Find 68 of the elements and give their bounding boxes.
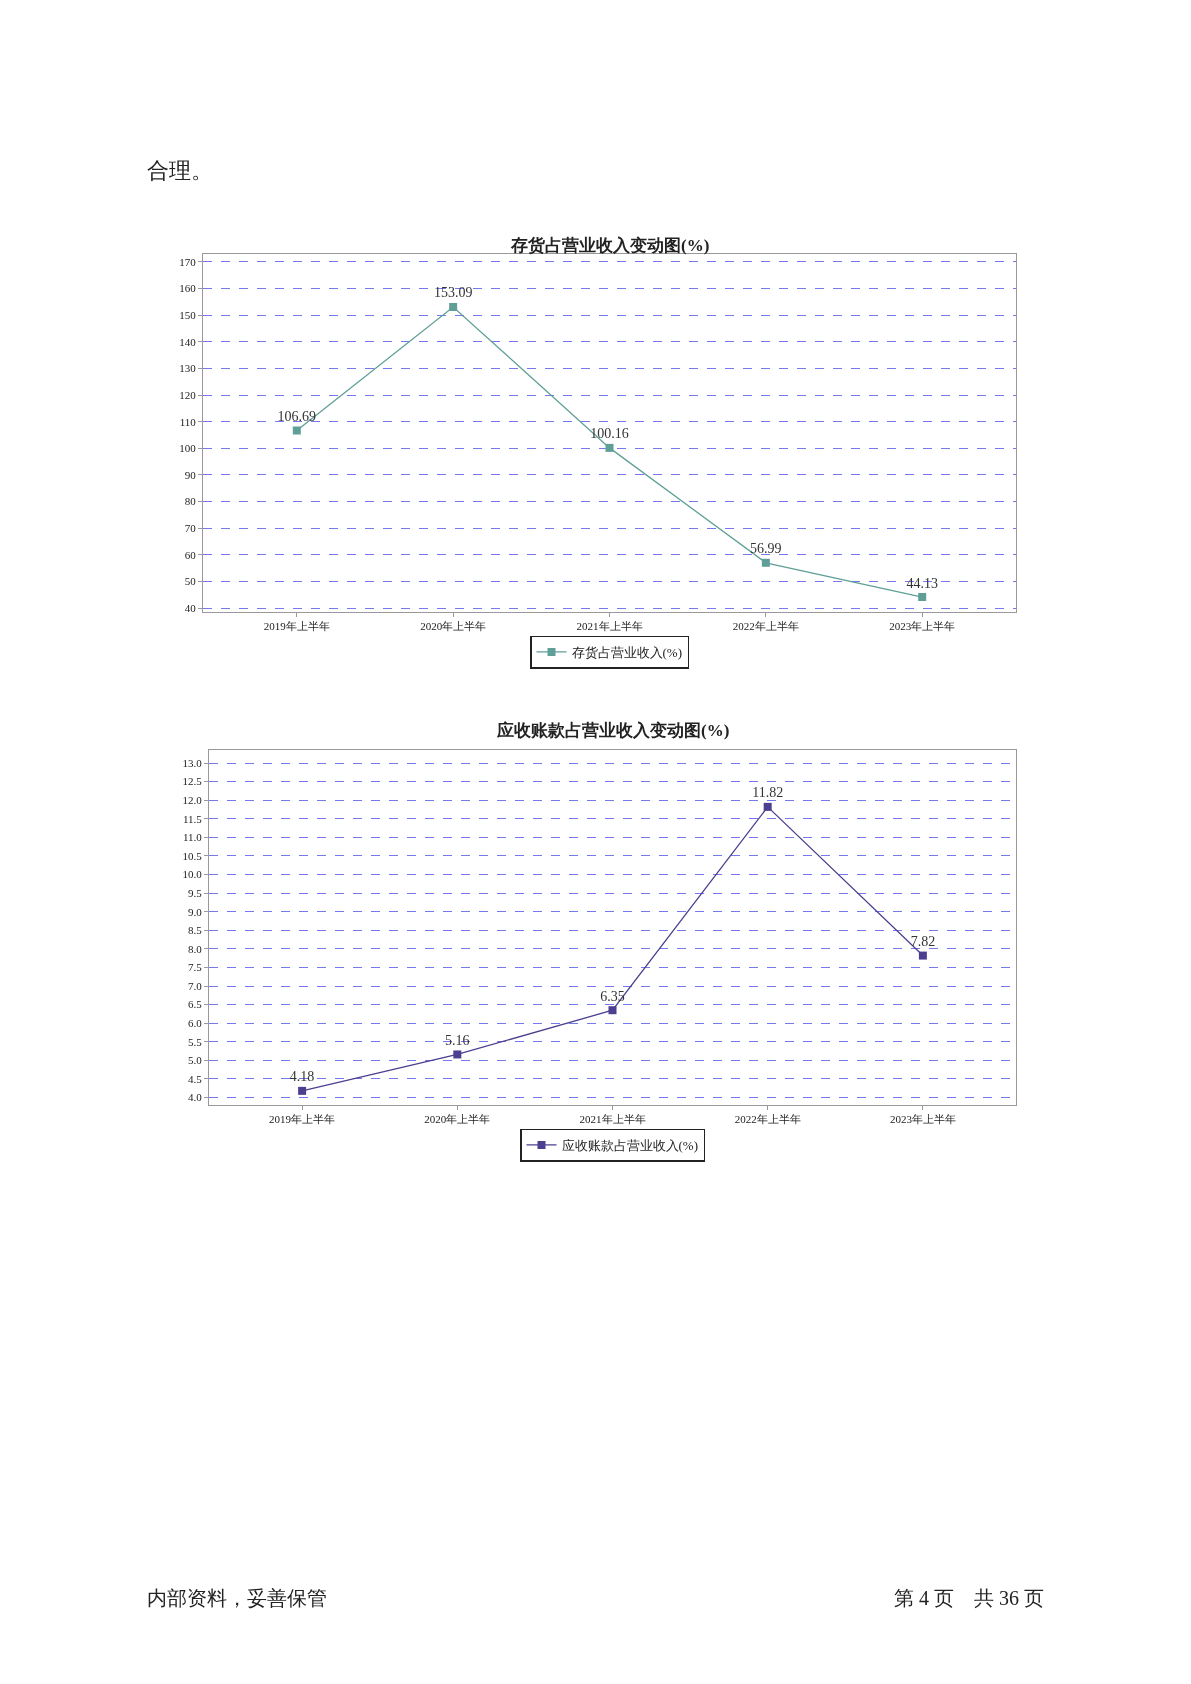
y-tick-label: 5.5 [188, 1035, 203, 1048]
x-tick-label: 2022年上半年 [734, 1113, 801, 1126]
y-tick-label: 6.5 [188, 998, 203, 1011]
x-tick-label: 2020年上半年 [424, 1113, 491, 1126]
y-tick-label: 60 [184, 548, 197, 561]
legend-label: 存货占营业收入(%) [571, 645, 682, 661]
y-tick-label: 9.0 [188, 905, 203, 918]
point [763, 802, 772, 811]
y-tick-label: 100 [179, 442, 197, 455]
x-tick-label: 2021年上半年 [579, 1113, 646, 1126]
x-tick-label: 2020年上半年 [420, 620, 487, 633]
y-tick-label: 9.5 [188, 886, 203, 899]
y-tick-label: 12.0 [182, 794, 203, 807]
y-tick-label: 80 [184, 495, 197, 508]
y-tick-label: 40 [184, 601, 197, 614]
y-tick-label: 6.0 [188, 1017, 203, 1030]
y-tick-label: 10.5 [182, 849, 203, 862]
chart-title: 存货占营业收入变动图(%) [510, 236, 710, 255]
text: 内部资料，妥善保管 [147, 1587, 327, 1609]
data-label: 106.69 [277, 409, 317, 424]
x-tick-label: 2021年上半年 [576, 620, 643, 633]
point [453, 1050, 462, 1059]
point [761, 558, 770, 567]
y-tick-label: 11.0 [182, 831, 203, 844]
data-label: 153.09 [433, 285, 473, 301]
y-tick-label: 4.0 [188, 1091, 203, 1104]
y-tick-label: 4.5 [188, 1072, 203, 1085]
y-tick-label: 12.5 [182, 775, 203, 788]
data-label: 4.18 [289, 1069, 315, 1085]
text: 合理。 [147, 158, 213, 183]
y-tick-label: 150 [179, 309, 197, 322]
y-tick-label: 110 [179, 415, 197, 428]
y-tick-label: 10.0 [182, 868, 203, 881]
y-tick-label: 7.0 [188, 979, 203, 992]
y-tick-label: 50 [184, 575, 197, 588]
y-tick-label: 7.5 [188, 961, 203, 974]
y-tick-label: 8.0 [188, 942, 203, 955]
y-tick-label: 70 [184, 522, 197, 535]
y-tick-label: 120 [179, 388, 197, 401]
x-tick-label: 2023年上半年 [889, 1113, 956, 1126]
point [292, 426, 301, 435]
y-tick-label: 130 [179, 362, 197, 375]
legend-label: 应收账款占营业收入(%) [561, 1138, 698, 1154]
x-tick-label: 2023年上半年 [889, 620, 956, 633]
point [918, 593, 927, 602]
x-tick-label: 2022年上半年 [732, 620, 799, 633]
chart-title: 应收账款占营业收入变动图(%) [496, 721, 730, 740]
y-tick-label: 8.5 [188, 924, 203, 937]
y-tick-label: 160 [179, 282, 197, 295]
x-tick-label: 2019年上半年 [263, 620, 330, 633]
point [298, 1086, 307, 1095]
data-label: 7.82 [910, 934, 936, 950]
data-label: 6.35 [600, 988, 625, 1004]
point [608, 1006, 617, 1015]
y-tick-label: 90 [184, 468, 197, 481]
y-tick-label: 140 [179, 335, 197, 348]
point [918, 951, 927, 960]
y-tick-label: 13.0 [182, 756, 203, 769]
y-tick-label: 5.0 [188, 1054, 203, 1067]
x-tick-label: 2019年上半年 [269, 1113, 336, 1126]
data-label: 56.99 [750, 541, 782, 557]
text: 第 4 页 共 36 页 [894, 1587, 1044, 1609]
point [605, 443, 614, 452]
y-tick-label: 11.5 [182, 812, 203, 825]
point [449, 302, 458, 311]
data-label: 11.82 [752, 785, 784, 801]
y-tick-label: 170 [179, 255, 197, 268]
data-label: 44.13 [906, 575, 938, 591]
